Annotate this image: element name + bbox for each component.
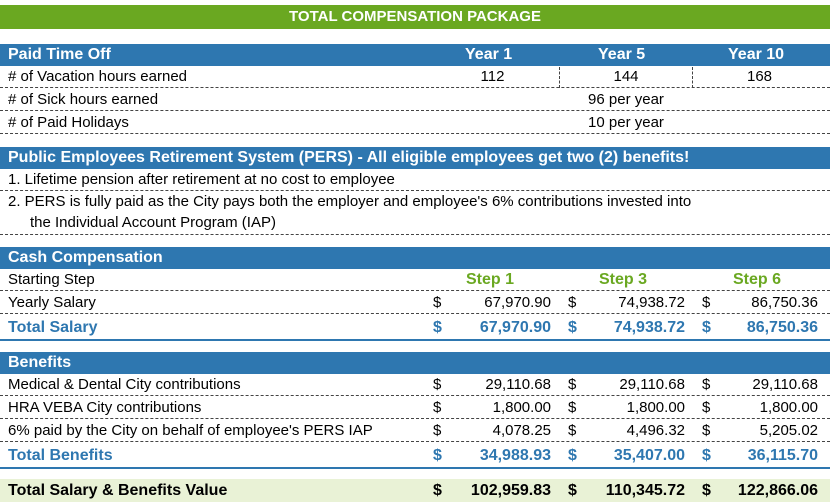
benefit-s6: 29,110.68 xyxy=(752,376,818,393)
salary-s6: 86,750.36 xyxy=(751,294,818,311)
currency: $ xyxy=(702,447,711,464)
vacation-label: # of Vacation hours earned xyxy=(8,68,188,85)
total-benefits-s3: 35,407.00 xyxy=(613,447,685,464)
benefit-label: 6% paid by the City on behalf of employe… xyxy=(8,422,373,439)
currency: $ xyxy=(568,482,577,499)
step1-label: Step 1 xyxy=(466,271,515,288)
currency: $ xyxy=(433,399,442,416)
total-salary-s6: 86,750.36 xyxy=(746,319,818,336)
vacation-y1: 112 xyxy=(480,68,505,85)
sick-label: # of Sick hours earned xyxy=(8,91,159,108)
step3-label: Step 3 xyxy=(599,271,648,288)
benefit-row: Medical & Dental City contributions $ 29… xyxy=(0,375,830,396)
pers-item2-line1: 2. PERS is fully paid as the City pays b… xyxy=(8,193,692,210)
currency: $ xyxy=(702,294,711,311)
pers-item1-text: 1. Lifetime pension after retirement at … xyxy=(8,171,395,188)
col-year10: Year 10 xyxy=(728,46,785,63)
benefit-s1: 4,078.25 xyxy=(492,422,551,439)
benefit-label: Medical & Dental City contributions xyxy=(8,376,241,393)
grand-total-label: Total Salary & Benefits Value xyxy=(8,482,228,499)
currency: $ xyxy=(433,422,442,439)
salary-row: Yearly Salary $ 67,970.90 $ 74,938.72 $ … xyxy=(0,293,830,314)
currency: $ xyxy=(568,447,577,464)
starting-step-label: Starting Step xyxy=(8,271,95,288)
pers-item-2: 2. PERS is fully paid as the City pays b… xyxy=(0,192,830,235)
grand-total-row: Total Salary & Benefits Value $ 102,959.… xyxy=(0,479,830,502)
salary-s3: 74,938.72 xyxy=(618,294,685,311)
benefits-header: Benefits xyxy=(0,352,830,374)
benefit-s6: 1,800.00 xyxy=(759,399,818,416)
currency: $ xyxy=(702,376,711,393)
currency: $ xyxy=(568,294,577,311)
benefit-s3: 4,496.32 xyxy=(626,422,685,439)
pers-item-1: 1. Lifetime pension after retirement at … xyxy=(0,170,830,191)
starting-step-row: Starting Step Step 1 Step 3 Step 6 xyxy=(0,270,830,291)
currency: $ xyxy=(702,482,711,499)
currency: $ xyxy=(702,319,711,336)
sick-row: # of Sick hours earned 96 per year xyxy=(0,90,830,111)
pers-header: Public Employees Retirement System (PERS… xyxy=(0,147,830,169)
currency: $ xyxy=(568,376,577,393)
currency: $ xyxy=(433,447,442,464)
holidays-value: 10 per year xyxy=(588,114,664,131)
currency: $ xyxy=(433,482,442,499)
total-salary-s3: 74,938.72 xyxy=(613,319,685,336)
pto-header-label: Paid Time Off xyxy=(8,46,111,63)
currency: $ xyxy=(568,422,577,439)
benefit-s6: 5,205.02 xyxy=(759,422,818,439)
benefit-row: HRA VEBA City contributions $ 1,800.00 $… xyxy=(0,398,830,419)
currency: $ xyxy=(433,376,442,393)
currency: $ xyxy=(568,319,577,336)
salary-label: Yearly Salary xyxy=(8,294,96,311)
total-benefits-s1: 34,988.93 xyxy=(479,447,551,464)
total-salary-row: Total Salary $ 67,970.90 $ 74,938.72 $ 8… xyxy=(0,317,830,341)
total-benefits-label: Total Benefits xyxy=(8,447,113,464)
salary-s1: 67,970.90 xyxy=(484,294,551,311)
vacation-y5: 144 xyxy=(613,68,639,85)
benefit-s1: 29,110.68 xyxy=(485,376,551,393)
vacation-row: # of Vacation hours earned 112 144 168 xyxy=(0,67,830,88)
step6-label: Step 6 xyxy=(733,271,782,288)
grand-total-s6: 122,866.06 xyxy=(737,482,818,499)
holidays-row: # of Paid Holidays 10 per year xyxy=(0,113,830,134)
benefits-header-label: Benefits xyxy=(8,354,72,371)
total-benefits-s6: 36,115.70 xyxy=(747,447,818,464)
pers-item2-line2: the Individual Account Program (IAP) xyxy=(30,214,276,231)
currency: $ xyxy=(433,294,442,311)
divider xyxy=(559,67,560,88)
cash-header-label: Cash Compensation xyxy=(8,249,163,266)
benefit-row: 6% paid by the City on behalf of employe… xyxy=(0,421,830,442)
vacation-y10: 168 xyxy=(746,68,773,85)
grand-total-s1: 102,959.83 xyxy=(470,482,551,499)
divider xyxy=(692,67,693,88)
sick-value: 96 per year xyxy=(588,91,664,108)
grand-total-s3: 110,345.72 xyxy=(605,482,685,499)
currency: $ xyxy=(568,399,577,416)
currency: $ xyxy=(702,399,711,416)
total-salary-label: Total Salary xyxy=(8,319,98,336)
benefit-s3: 1,800.00 xyxy=(626,399,685,416)
benefit-label: HRA VEBA City contributions xyxy=(8,399,202,416)
benefit-s1: 1,800.00 xyxy=(492,399,551,416)
total-benefits-row: Total Benefits $ 34,988.93 $ 35,407.00 $… xyxy=(0,445,830,469)
col-year1: Year 1 xyxy=(465,46,513,63)
pers-header-label: Public Employees Retirement System (PERS… xyxy=(8,149,690,166)
page-title: TOTAL COMPENSATION PACKAGE xyxy=(0,5,830,29)
total-salary-s1: 67,970.90 xyxy=(479,319,551,336)
holidays-label: # of Paid Holidays xyxy=(8,114,129,131)
currency: $ xyxy=(433,319,442,336)
benefit-s3: 29,110.68 xyxy=(619,376,685,393)
currency: $ xyxy=(702,422,711,439)
pto-header: Paid Time Off Year 1 Year 5 Year 10 xyxy=(0,44,830,66)
cash-header: Cash Compensation xyxy=(0,247,830,269)
col-year5: Year 5 xyxy=(598,46,646,63)
